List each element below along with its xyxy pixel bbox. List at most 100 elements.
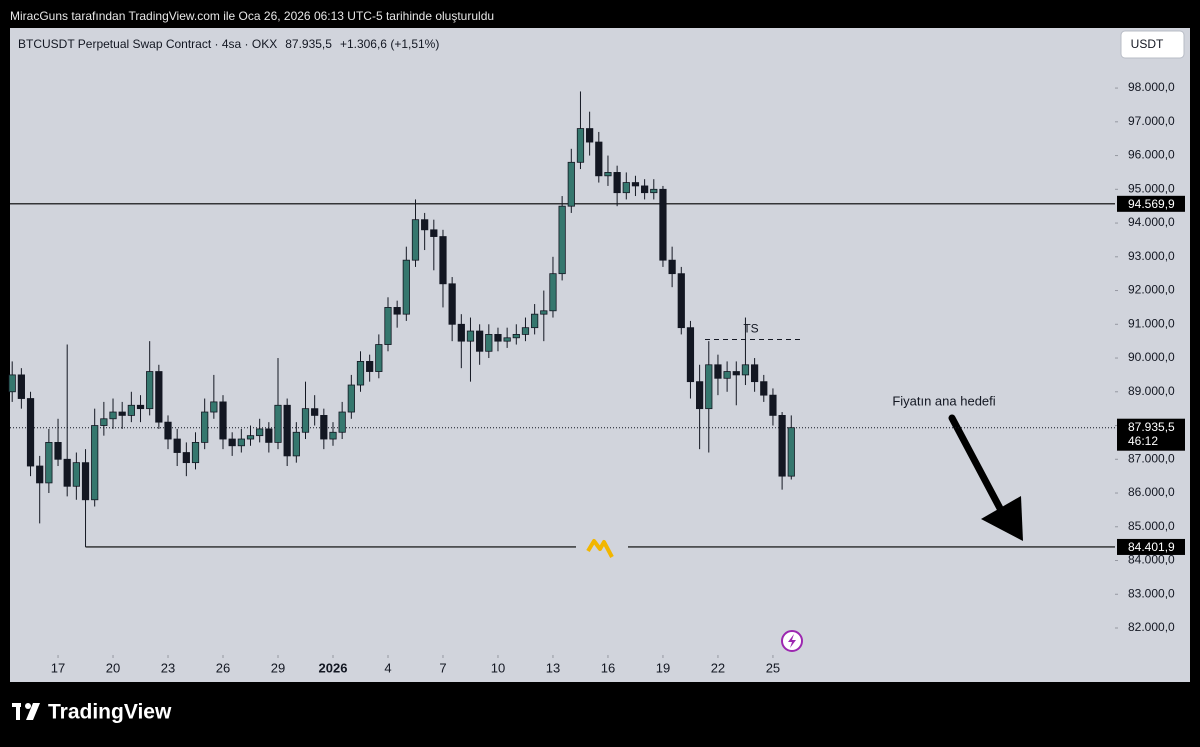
candle-body xyxy=(549,273,557,312)
candle-body xyxy=(659,188,667,261)
candle-body xyxy=(448,283,456,325)
candle-body xyxy=(201,411,209,443)
x-tick-label: 22 xyxy=(711,660,725,675)
x-tick-label: 26 xyxy=(216,660,230,675)
candle-body xyxy=(558,205,566,275)
candle-body xyxy=(81,462,90,501)
candle-body xyxy=(540,310,548,315)
x-tick-label: 29 xyxy=(271,660,285,675)
candle-body xyxy=(650,188,658,194)
candle-body xyxy=(100,418,108,426)
event-icon-bolt xyxy=(788,634,796,648)
candle-body xyxy=(182,452,190,464)
candle-body xyxy=(485,334,493,352)
candle-body xyxy=(164,421,172,440)
chart-panel xyxy=(10,28,1190,682)
candle-body xyxy=(586,128,594,143)
countdown: 46:12 xyxy=(1128,434,1158,448)
y-tick-label: 98.000,0 xyxy=(1128,80,1175,94)
candle-body xyxy=(246,435,255,440)
y-tick-label: 96.000,0 xyxy=(1128,148,1175,162)
x-tick-label: 23 xyxy=(161,660,175,675)
candle-body xyxy=(118,411,126,416)
y-tick-label: 82.000,0 xyxy=(1128,620,1175,634)
price-label: 87.935,5 xyxy=(1128,420,1175,434)
candle-body xyxy=(741,364,750,376)
candle-body xyxy=(494,334,502,342)
candle-body xyxy=(26,398,35,467)
candle-body xyxy=(503,337,511,342)
price-label: 94.569,9 xyxy=(1128,197,1175,211)
candle-body xyxy=(567,161,575,207)
candle-body xyxy=(751,364,759,383)
candle-body xyxy=(384,307,392,345)
candle-body xyxy=(402,259,410,315)
candle-body xyxy=(219,401,227,440)
x-tick-label: 13 xyxy=(546,660,560,675)
y-tick-label: 86.000,0 xyxy=(1128,485,1175,499)
price-label-box xyxy=(1117,418,1185,451)
arrow xyxy=(948,414,1023,541)
candle-body xyxy=(72,462,80,487)
candle-body xyxy=(732,371,740,376)
currency-button[interactable] xyxy=(1120,30,1185,59)
candle-body xyxy=(274,404,282,443)
y-tick-label: 83.000,0 xyxy=(1128,586,1175,600)
candle-body xyxy=(301,408,310,433)
candle-body xyxy=(155,371,163,423)
y-tick-label: 85.000,0 xyxy=(1128,519,1175,533)
candle-body xyxy=(466,330,475,342)
candle-body xyxy=(338,411,346,433)
x-tick-label: 19 xyxy=(656,660,670,675)
candle-body xyxy=(421,219,429,231)
candle-body xyxy=(173,438,181,453)
candle-body xyxy=(228,438,236,447)
candle-body xyxy=(778,415,786,477)
candle-body xyxy=(595,141,603,177)
candle-body xyxy=(393,307,401,315)
candle-body xyxy=(347,384,355,413)
price-change: +1.306,6 (+1,51%) xyxy=(340,37,439,51)
candle-body xyxy=(136,404,145,410)
price-label: 84.401,9 xyxy=(1128,540,1175,554)
x-tick-label: 10 xyxy=(491,660,505,675)
candle-body xyxy=(54,442,62,460)
footer-logo xyxy=(12,703,40,720)
candle-body xyxy=(439,236,447,285)
x-tick-label: 20 xyxy=(106,660,120,675)
candle-body xyxy=(613,172,621,194)
candle-body xyxy=(292,431,300,457)
candle-body xyxy=(714,364,722,379)
candle-body xyxy=(705,364,713,410)
candle-body xyxy=(631,182,640,187)
price-label-box xyxy=(1117,195,1185,212)
caption: MiracGuns tarafından TradingView.com ile… xyxy=(10,9,494,23)
candle-body xyxy=(430,229,438,237)
x-tick-label: 25 xyxy=(766,660,780,675)
candle-body xyxy=(622,182,630,194)
x-tick-label: 7 xyxy=(439,660,446,675)
candle-body xyxy=(411,219,420,261)
y-tick-label: 91.000,0 xyxy=(1128,316,1175,330)
y-tick-label: 93.000,0 xyxy=(1128,249,1175,263)
x-tick-label: 16 xyxy=(601,660,615,675)
candle-body xyxy=(109,411,117,420)
candle-body xyxy=(769,394,777,416)
currency-label: USDT xyxy=(1131,37,1164,51)
candle-body xyxy=(576,128,585,163)
symbol-title: BTCUSDT Perpetual Swap Contract · 4sa · … xyxy=(18,37,277,51)
y-tick-label: 94.000,0 xyxy=(1128,215,1175,229)
candle-body xyxy=(45,442,53,484)
candle-body xyxy=(457,323,465,342)
x-tick-label: 4 xyxy=(384,660,391,675)
candle-body xyxy=(686,327,695,383)
candle-body xyxy=(356,361,365,386)
candle-body xyxy=(17,374,25,399)
candle-body xyxy=(311,408,319,416)
candle-body xyxy=(677,273,685,329)
candle-body xyxy=(787,427,795,477)
candle-body xyxy=(375,344,383,372)
candle-body xyxy=(8,374,16,393)
candle-body xyxy=(320,415,328,440)
candle-body xyxy=(36,465,44,484)
